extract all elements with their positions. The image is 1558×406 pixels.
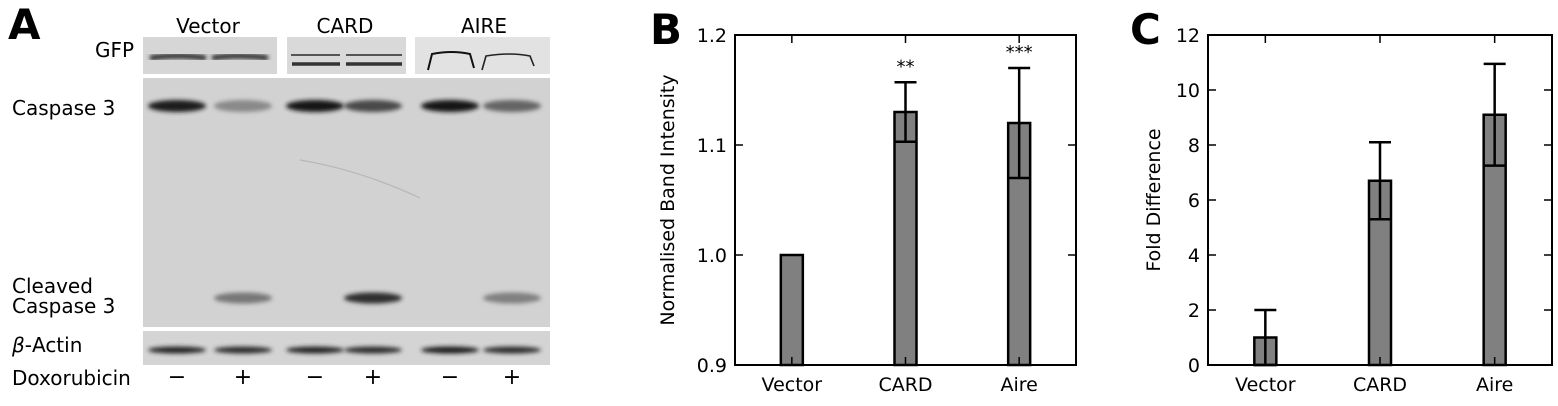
blot-scratch-mark [299, 159, 421, 199]
row-label-actin: β-Actin [12, 335, 82, 355]
lane-sign-1: − [167, 365, 187, 390]
caspase3-band-lane-4 [344, 100, 402, 112]
caspase3-band-lane-1 [148, 100, 206, 112]
caspase3-band-lane-3 [286, 100, 344, 112]
actin-strip [143, 331, 550, 365]
bar-vector [779, 253, 805, 367]
row-label-caspase3: Caspase 3 [12, 96, 116, 120]
gfp-band-lane5 [427, 51, 475, 71]
lane-sign-6: + [502, 365, 522, 390]
panel-letter-a: A [8, 0, 41, 49]
x-tick-label: Aire [1000, 374, 1037, 396]
actin-band-lane-3 [286, 346, 344, 354]
significance-marker: ** [897, 56, 915, 77]
actin-text: -Actin [24, 333, 83, 357]
caspase3-band-lane-6 [483, 100, 541, 112]
blot-image [143, 37, 550, 365]
lane-sign-5: − [440, 365, 460, 390]
y-tick-label: 12 [1176, 25, 1200, 47]
x-tick-label: Aire [1476, 374, 1513, 396]
y-axis-label: Normalised Band Intensity [657, 74, 679, 325]
y-tick-label: 6 [1188, 190, 1200, 212]
row-label-doxorubicin: Doxorubicin [12, 366, 131, 390]
row-label-cleaved-line1: Cleaved [12, 274, 93, 298]
group-label-card: CARD [316, 14, 374, 38]
y-tick-label: 4 [1188, 245, 1200, 267]
significance-marker: *** [1006, 42, 1033, 63]
caspase3-bands [148, 100, 541, 112]
actin-band-lane-6 [483, 346, 541, 354]
y-tick-label: 2 [1188, 300, 1200, 322]
y-tick-label: 8 [1188, 135, 1200, 157]
cleaved-band-lane-4 [344, 292, 402, 304]
cleaved-caspase3-bands [214, 292, 541, 304]
x-tick-label: CARD [1353, 374, 1407, 396]
gfp-band-lane2 [211, 53, 269, 61]
bar-card [893, 110, 918, 367]
actin-bands [148, 346, 541, 354]
panel-letter-b: B [650, 5, 682, 54]
y-tick-label: 0.9 [697, 355, 727, 377]
y-tick-label: 0 [1188, 355, 1200, 377]
y-tick-label: 1.2 [697, 25, 727, 47]
caspase-blot-membrane [143, 78, 550, 327]
y-axis-label: Fold Difference [1143, 128, 1165, 271]
actin-band-lane-4 [344, 346, 402, 354]
actin-band-lane-1 [148, 346, 206, 354]
x-tick-label: Vector [1235, 374, 1296, 396]
beta-symbol: β [12, 333, 25, 357]
row-label-gfp: GFP [95, 38, 135, 62]
gfp-band-lane1 [149, 53, 207, 61]
group-label-vector: Vector [176, 14, 240, 38]
cleaved-band-lane-2 [214, 292, 272, 304]
lane-sign-4: + [363, 365, 383, 390]
lane-sign-2: + [233, 365, 253, 390]
caspase3-band-lane-2 [214, 100, 272, 112]
row-label-cleaved-line2: Caspase 3 [12, 294, 116, 318]
gfp-band-lane6 [481, 53, 535, 71]
y-tick-label: 1.0 [697, 245, 727, 267]
x-tick-label: CARD [878, 374, 932, 396]
western-blot-panel: A Vector CARD AIRE GFP Caspase 3 Cleaved… [0, 0, 560, 406]
y-tick-label: 1.1 [697, 135, 727, 157]
group-label-aire: AIRE [460, 14, 508, 38]
actin-band-lane-2 [214, 346, 272, 354]
chart-b: B 0.9 1.0 1.1 1.2 Normalised Band Intensity Ve… [650, 5, 1077, 396]
lane-sign-3: − [305, 365, 325, 390]
chart-c: C 0 2 4 6 8 10 12 Fold Difference Vector CARD Aire [1130, 5, 1553, 396]
cleaved-band-lane-6 [483, 292, 541, 304]
panel-letter-c: C [1130, 5, 1161, 54]
x-tick-label: Vector [762, 374, 823, 396]
y-tick-label: 10 [1176, 80, 1200, 102]
actin-band-lane-5 [421, 346, 479, 354]
caspase3-band-lane-5 [421, 100, 479, 112]
